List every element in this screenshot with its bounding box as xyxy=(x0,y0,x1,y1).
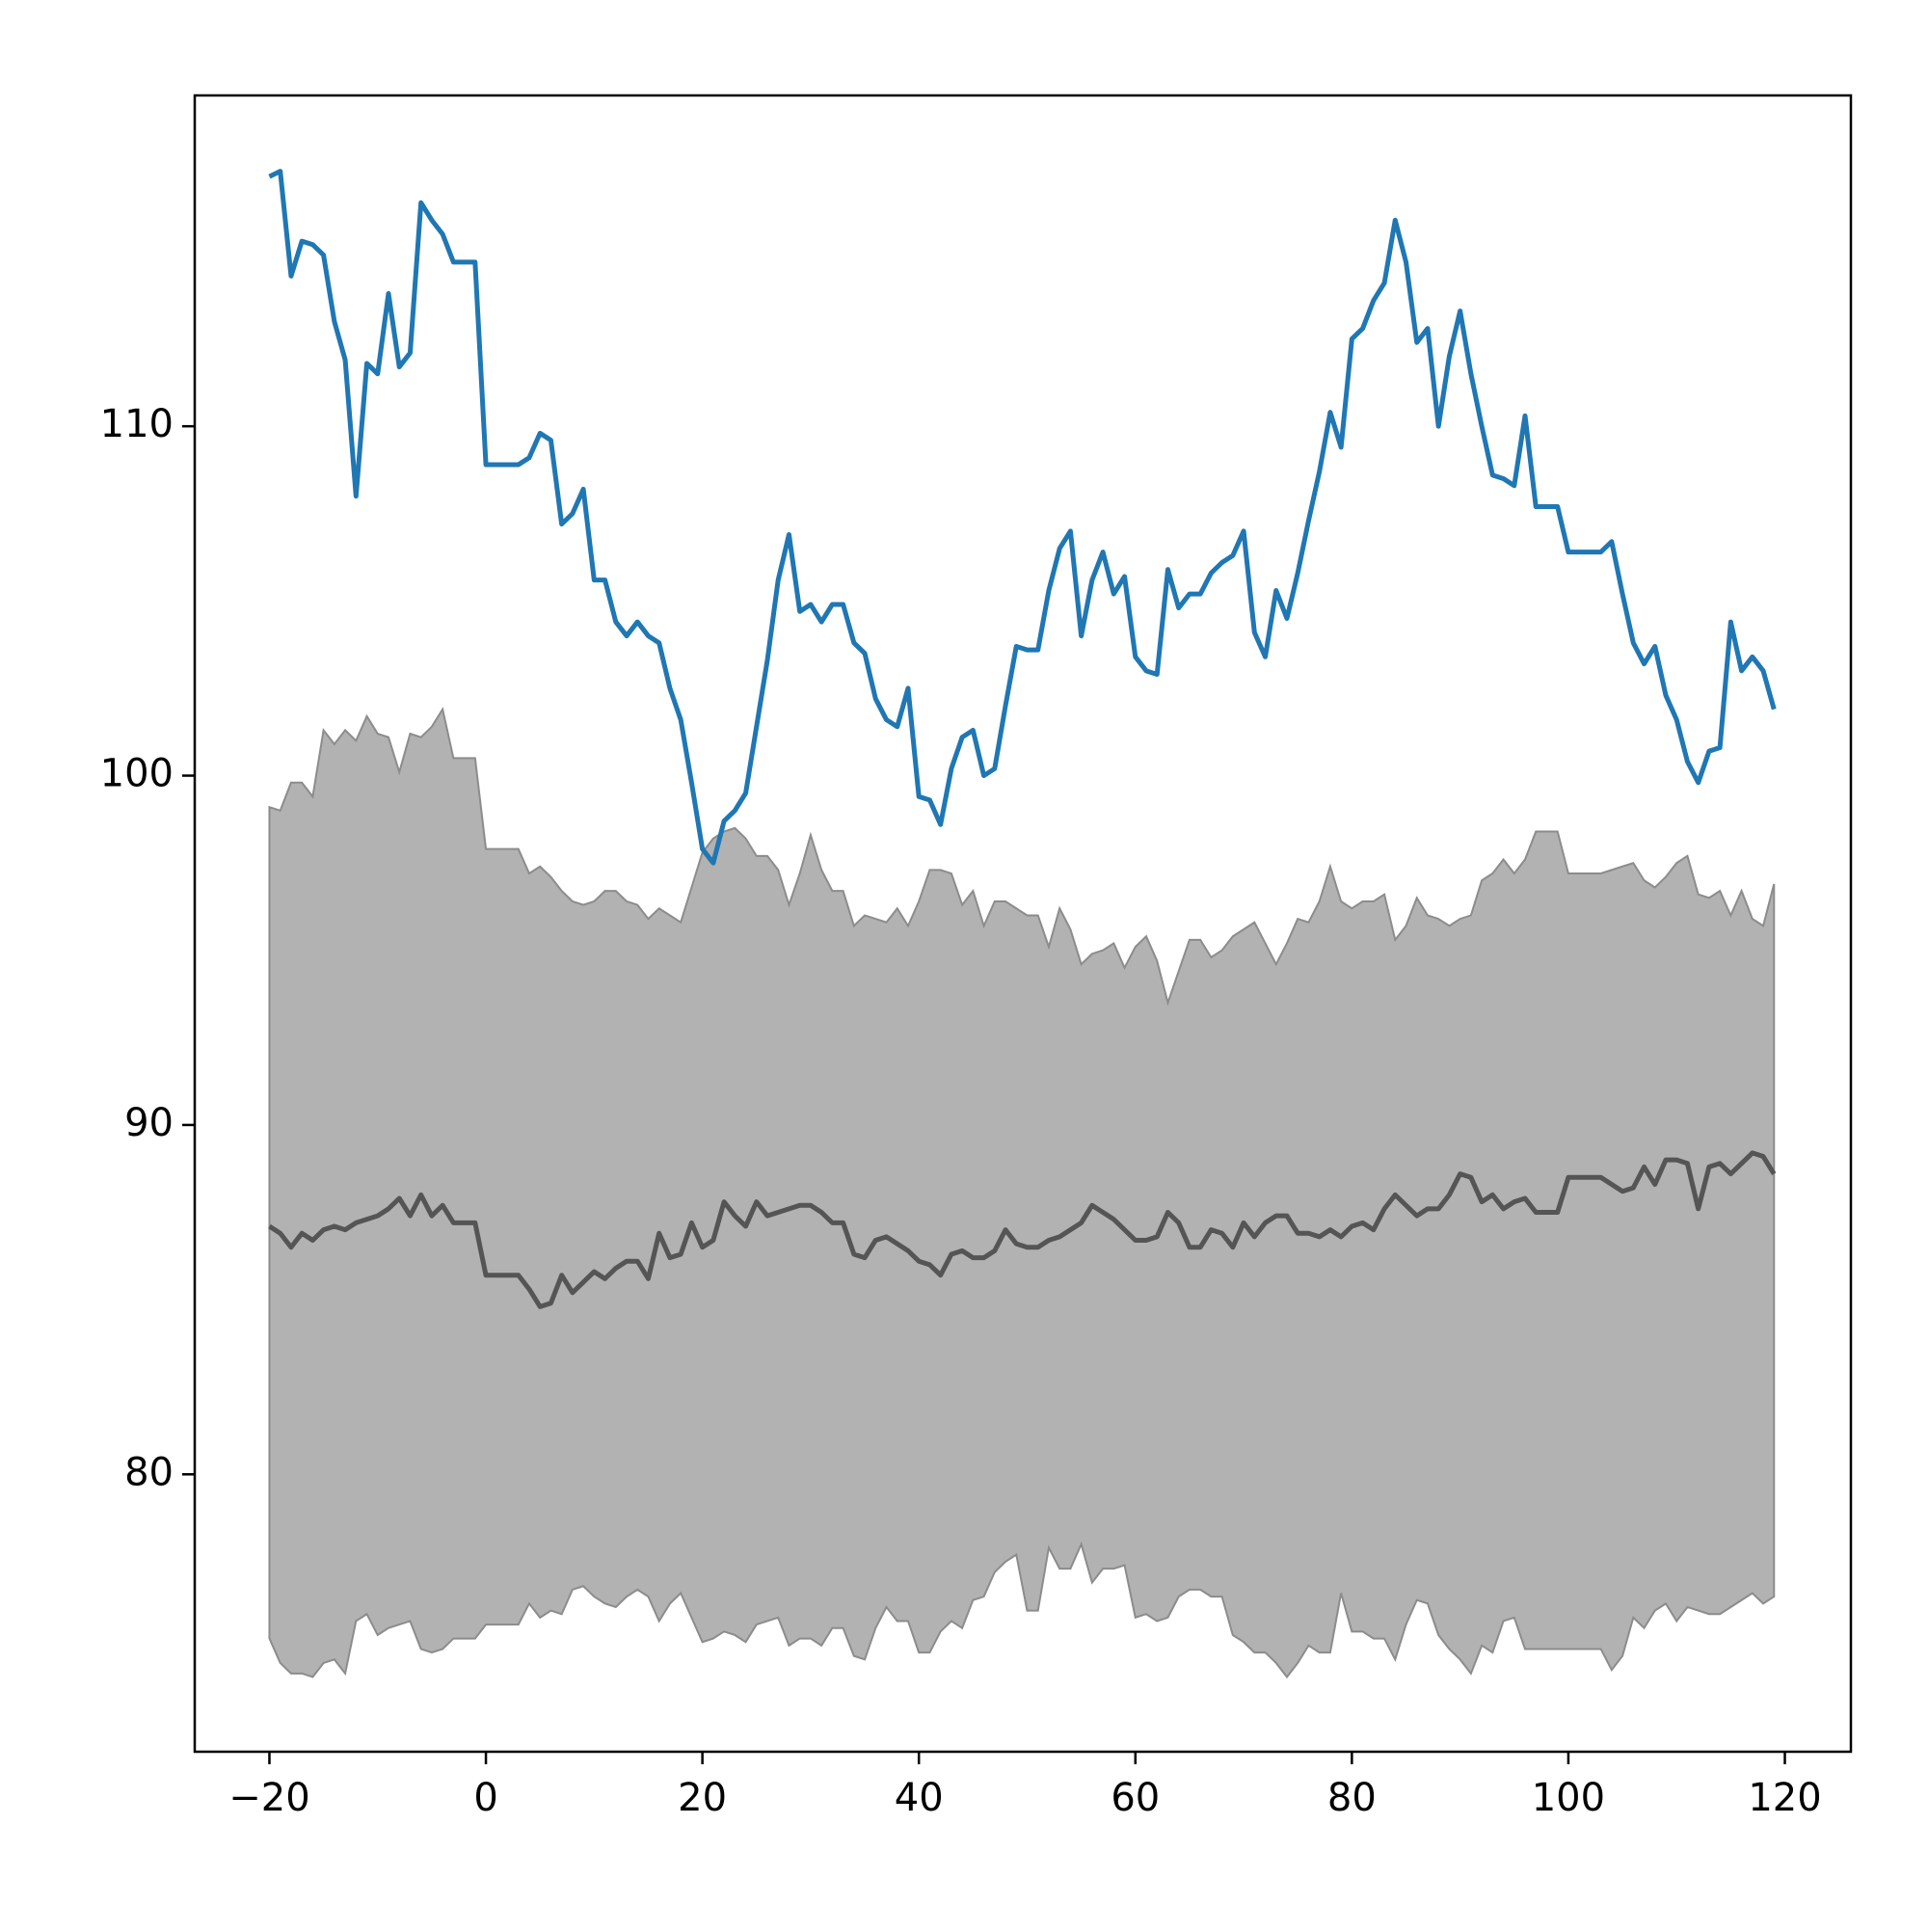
confidence-band xyxy=(268,707,1776,1679)
x-tick-label: 60 xyxy=(1111,1776,1160,1820)
y-tick-label: 90 xyxy=(124,1101,174,1145)
x-tick-label: 20 xyxy=(678,1776,727,1820)
line xyxy=(268,169,1777,866)
line xyxy=(268,1150,1777,1309)
plot-frame xyxy=(193,94,1853,1754)
y-tick-label: 110 xyxy=(100,402,174,446)
x-tick-label: 120 xyxy=(1748,1776,1821,1820)
x-tick-label: 40 xyxy=(895,1776,944,1820)
x-tick-label: 80 xyxy=(1327,1776,1377,1820)
x-tick-label: 0 xyxy=(473,1776,497,1820)
x-tick-label: 100 xyxy=(1532,1776,1605,1820)
y-tick-label: 80 xyxy=(124,1450,174,1494)
x-tick-label: −20 xyxy=(228,1776,309,1820)
y-tick-label: 100 xyxy=(100,752,174,796)
